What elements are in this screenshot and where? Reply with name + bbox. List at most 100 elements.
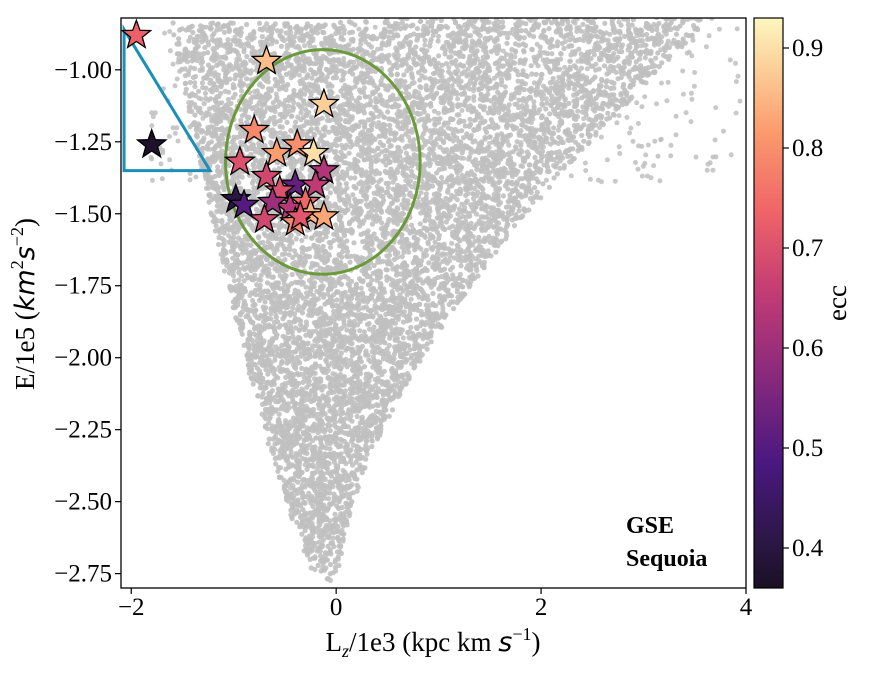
background-point: [248, 151, 254, 157]
background-point: [701, 0, 706, 5]
background-point: [682, 10, 687, 15]
background-point: [655, 6, 660, 11]
background-point: [263, 385, 269, 391]
background-point: [337, 407, 344, 413]
background-point: [718, 0, 723, 5]
background-point: [327, 571, 333, 577]
background-point: [600, 7, 605, 12]
background-point: [486, 12, 491, 17]
background-point: [187, 79, 193, 85]
background-point: [273, 39, 280, 45]
background-point: [327, 577, 333, 584]
background-point: [695, 1, 700, 6]
background-point: [312, 540, 318, 546]
background-point: [657, 0, 662, 2]
background-point: [461, 118, 467, 124]
background-point: [295, 101, 301, 107]
background-point: [389, 407, 396, 413]
background-point: [414, 316, 420, 322]
background-point: [603, 9, 608, 14]
background-point: [364, 321, 371, 327]
background-point: [539, 12, 544, 17]
background-point: [399, 254, 405, 260]
background-point: [500, 193, 506, 199]
background-point: [232, 91, 238, 97]
background-point: [594, 13, 599, 18]
background-point: [554, 171, 561, 177]
background-point: [192, 112, 198, 118]
background-point: [346, 513, 352, 519]
background-point: [361, 85, 367, 91]
background-point: [418, 190, 424, 196]
background-point: [248, 96, 254, 102]
background-point: [399, 20, 405, 26]
background-point: [520, 97, 526, 103]
background-point: [430, 290, 436, 296]
background-point: [197, 67, 203, 73]
background-point: [442, 51, 448, 57]
background-point: [255, 393, 261, 399]
background-point: [544, 6, 549, 11]
background-point: [417, 77, 423, 83]
background-point: [202, 90, 209, 96]
background-point: [214, 126, 220, 132]
background-point: [582, 12, 587, 17]
background-point: [642, 2, 647, 7]
background-point: [437, 18, 440, 19]
background-point: [354, 413, 360, 420]
background-point: [438, 95, 444, 101]
background-point: [359, 119, 365, 125]
background-points: [148, 0, 743, 584]
background-point: [236, 277, 242, 283]
background-point: [675, 13, 680, 18]
background-point: [533, 71, 539, 77]
background-point: [332, 511, 338, 517]
background-point: [576, 46, 582, 52]
background-point: [456, 13, 461, 18]
background-point: [570, 8, 575, 13]
background-point: [655, 3, 660, 8]
background-point: [436, 235, 442, 242]
background-point: [362, 123, 368, 129]
background-point: [611, 92, 617, 98]
background-point: [376, 133, 382, 139]
background-point: [194, 134, 200, 140]
background-point: [206, 199, 212, 205]
background-point: [518, 128, 524, 134]
background-point: [244, 53, 250, 60]
background-point: [500, 19, 506, 25]
background-point: [590, 1, 595, 6]
background-point: [239, 174, 245, 180]
background-point: [421, 254, 427, 260]
background-point: [171, 32, 177, 38]
background-point: [313, 435, 319, 441]
background-point: [482, 40, 488, 46]
background-point: [605, 11, 610, 16]
background-point: [344, 185, 350, 191]
background-point: [449, 101, 455, 108]
background-point: [623, 4, 628, 9]
background-point: [349, 29, 355, 35]
background-point: [279, 124, 285, 130]
background-point: [351, 240, 357, 246]
background-point: [243, 288, 249, 294]
background-point: [361, 329, 367, 335]
background-point: [193, 104, 199, 110]
background-point: [265, 441, 271, 447]
background-point: [698, 0, 703, 3]
background-point: [706, 10, 711, 15]
background-point: [386, 342, 392, 348]
background-point: [445, 203, 451, 209]
background-point: [383, 162, 389, 168]
background-point: [332, 283, 338, 289]
background-point: [284, 119, 290, 125]
background-point: [462, 218, 469, 224]
background-point: [348, 203, 354, 209]
background-point: [514, 180, 520, 186]
background-point: [282, 246, 288, 252]
background-point: [488, 35, 494, 41]
background-point: [192, 73, 199, 80]
background-point: [423, 247, 429, 253]
background-point: [427, 232, 433, 238]
background-point: [715, 8, 720, 13]
